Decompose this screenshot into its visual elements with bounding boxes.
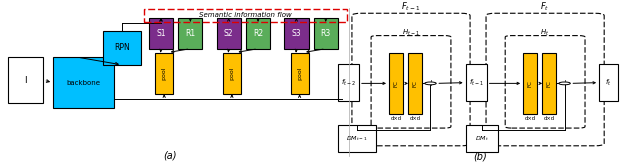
Text: $H_t$: $H_t$ — [540, 28, 550, 38]
Text: +: + — [427, 79, 434, 88]
FancyBboxPatch shape — [246, 18, 270, 49]
Text: R2: R2 — [253, 29, 263, 38]
Text: $H_{t-1}$: $H_{t-1}$ — [402, 28, 420, 38]
FancyBboxPatch shape — [599, 64, 618, 101]
Text: FC: FC — [413, 80, 418, 87]
Circle shape — [559, 82, 570, 85]
Circle shape — [425, 82, 436, 85]
Text: d×d: d×d — [390, 116, 401, 121]
FancyBboxPatch shape — [216, 18, 241, 49]
Text: S2: S2 — [224, 29, 234, 38]
Text: FC: FC — [547, 80, 552, 87]
Text: $DM_{t-1}$: $DM_{t-1}$ — [346, 134, 368, 143]
Text: d×d: d×d — [544, 116, 555, 121]
Text: RPN: RPN — [114, 43, 130, 52]
Text: S1: S1 — [156, 29, 166, 38]
FancyBboxPatch shape — [408, 52, 422, 114]
Text: $DM_t$: $DM_t$ — [474, 134, 488, 143]
FancyBboxPatch shape — [53, 57, 114, 108]
FancyBboxPatch shape — [284, 18, 308, 49]
FancyBboxPatch shape — [338, 125, 376, 152]
Text: +: + — [561, 79, 568, 88]
Text: R3: R3 — [321, 29, 331, 38]
FancyBboxPatch shape — [389, 52, 403, 114]
FancyBboxPatch shape — [149, 18, 173, 49]
Text: $F_{t-1}$: $F_{t-1}$ — [401, 1, 420, 13]
Text: d×d: d×d — [525, 116, 536, 121]
Text: R1: R1 — [186, 29, 195, 38]
Text: $f_t$: $f_t$ — [605, 78, 612, 88]
Text: FC: FC — [394, 80, 399, 87]
Text: S3: S3 — [292, 29, 301, 38]
FancyBboxPatch shape — [314, 18, 338, 49]
FancyBboxPatch shape — [291, 52, 308, 94]
Text: $F_t$: $F_t$ — [540, 1, 550, 13]
FancyBboxPatch shape — [466, 64, 486, 101]
Text: I: I — [24, 76, 28, 85]
FancyBboxPatch shape — [466, 125, 497, 152]
FancyBboxPatch shape — [338, 64, 359, 101]
Text: (b): (b) — [473, 152, 486, 162]
FancyBboxPatch shape — [178, 18, 202, 49]
Text: (a): (a) — [163, 150, 177, 160]
FancyBboxPatch shape — [156, 52, 173, 94]
FancyBboxPatch shape — [103, 31, 141, 65]
FancyBboxPatch shape — [8, 57, 44, 103]
Text: Semantic information flow: Semantic information flow — [199, 12, 292, 18]
FancyBboxPatch shape — [223, 52, 241, 94]
Text: pool: pool — [229, 67, 234, 80]
FancyBboxPatch shape — [523, 52, 537, 114]
Text: FC: FC — [527, 80, 532, 87]
Text: pool: pool — [162, 67, 166, 80]
Text: pool: pool — [297, 67, 302, 80]
Text: d×d: d×d — [410, 116, 420, 121]
FancyBboxPatch shape — [542, 52, 556, 114]
Text: backbone: backbone — [67, 80, 100, 86]
Text: $f_{t-1}$: $f_{t-1}$ — [468, 78, 484, 88]
Text: $f_{t-2}$: $f_{t-2}$ — [341, 78, 356, 88]
